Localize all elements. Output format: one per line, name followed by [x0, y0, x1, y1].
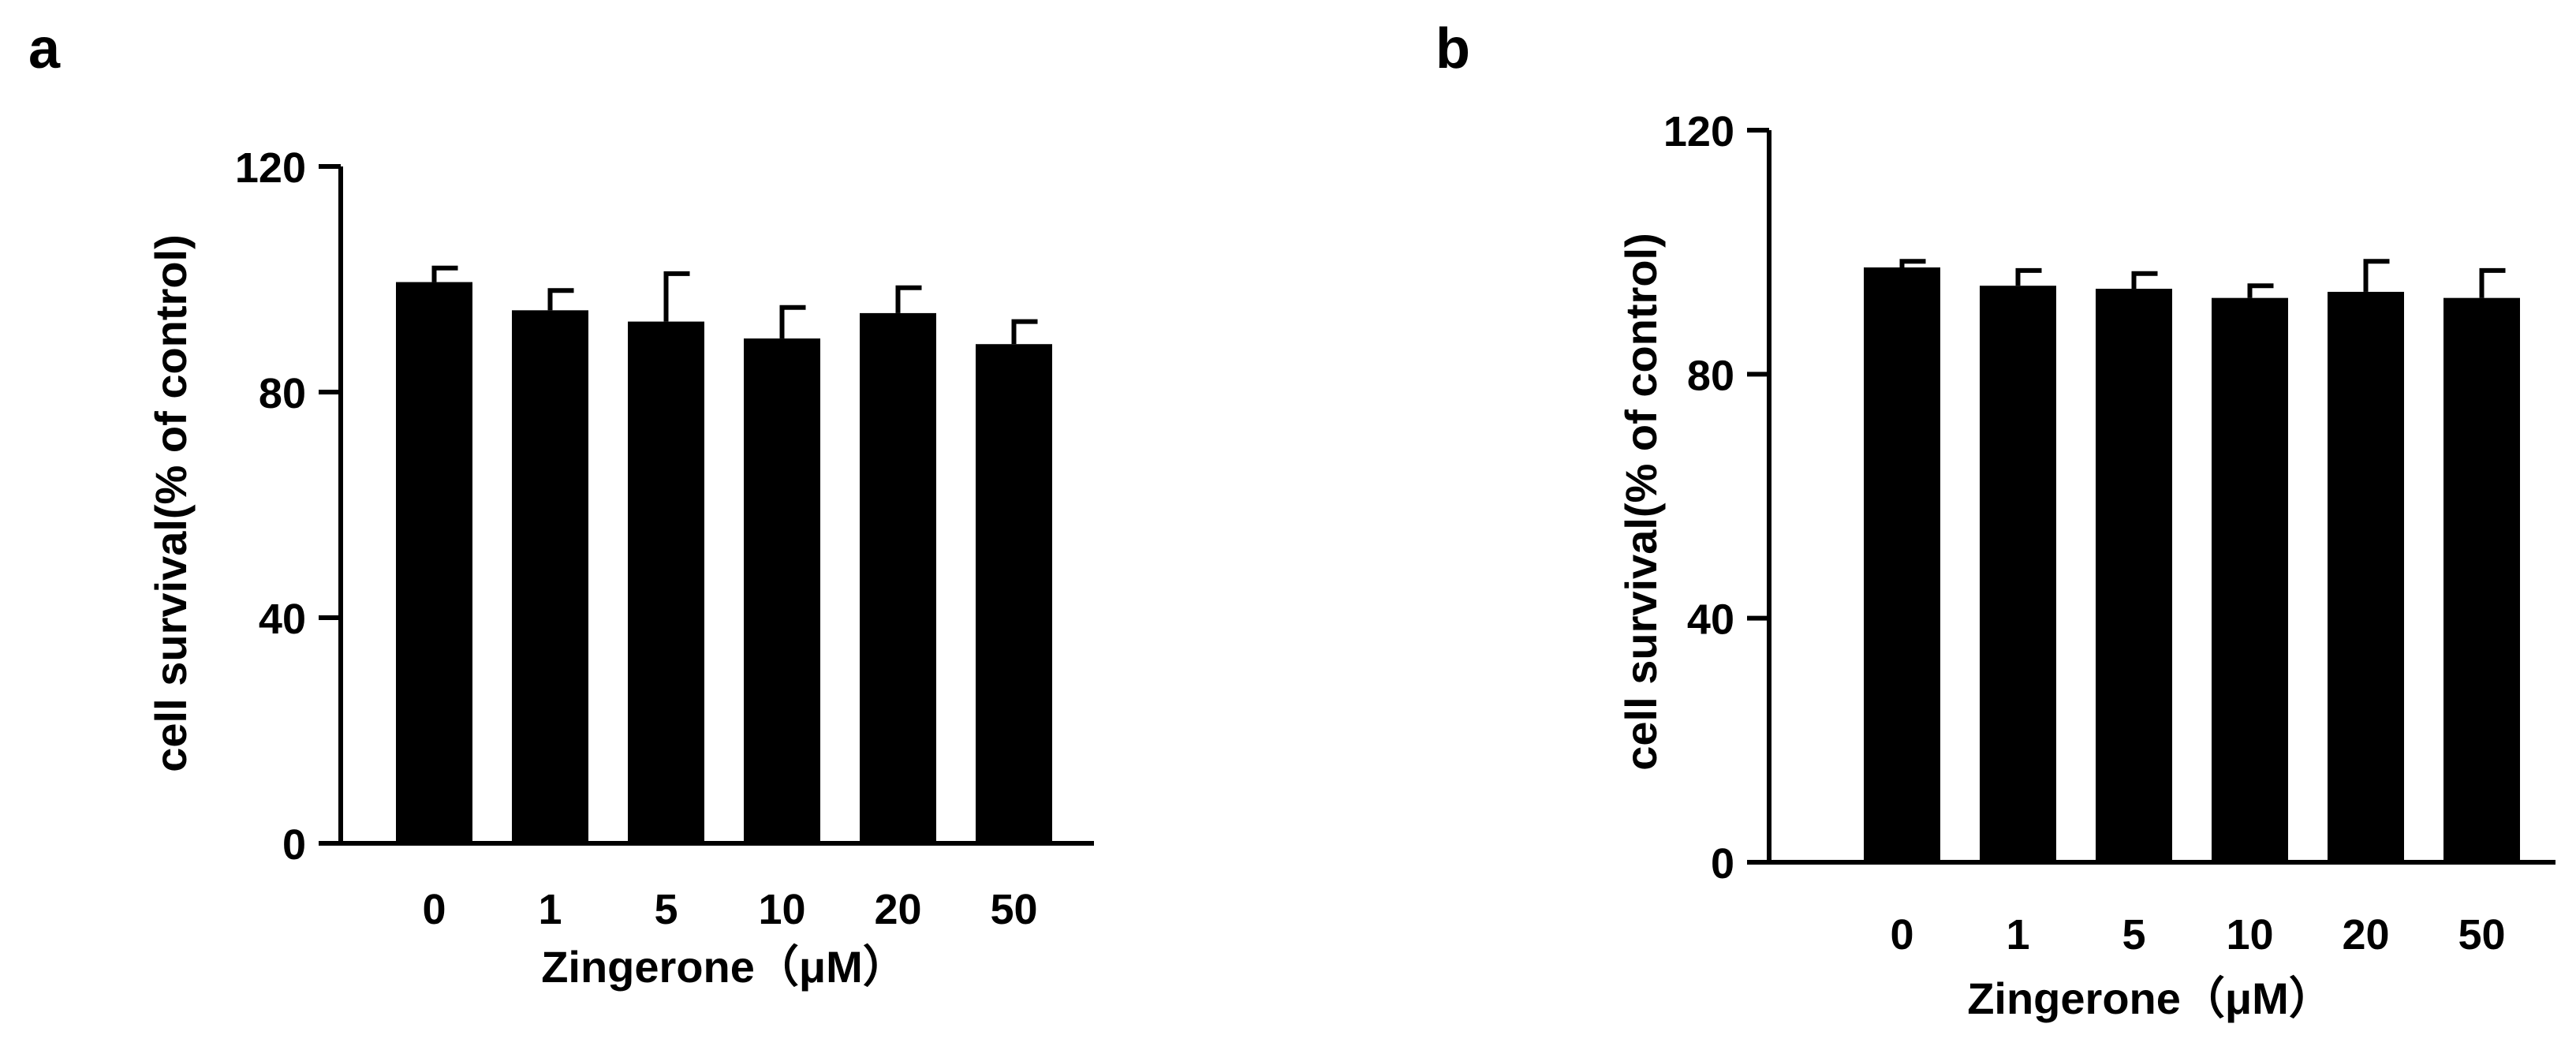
y-axis-title-a: cell survival(% of control)	[146, 234, 196, 772]
x-ticks-a: 0 1 5 10 20 50	[422, 886, 1037, 933]
error-bars-b	[1899, 259, 2506, 298]
error-bars-a	[431, 265, 1038, 345]
x-axis-title-b: Zingerone（μM）	[1967, 973, 2333, 1023]
bar-10	[744, 338, 820, 843]
x-ticks-b: 0 1 5 10 20 50	[1890, 911, 2505, 958]
bar-50	[976, 344, 1052, 844]
y-tick-label: 40	[259, 596, 306, 643]
x-tick-label: 20	[2342, 911, 2389, 958]
bar-1	[512, 310, 588, 843]
y-axis-title-b: cell survival(% of control)	[1616, 233, 1666, 771]
bar-20	[860, 312, 936, 843]
y-tick-label: 40	[1687, 596, 1734, 644]
y-ticks-b: 0 40 80 120	[1663, 108, 1769, 887]
bar-20	[2328, 291, 2404, 862]
bars-a	[396, 282, 1052, 844]
y-ticks-a: 0 40 80 120	[235, 144, 341, 869]
y-tick-label: 80	[1687, 352, 1734, 399]
x-tick-label: 20	[874, 886, 921, 933]
bar-0	[1864, 267, 1940, 862]
y-tick-label: 120	[235, 144, 306, 192]
bars-b	[1864, 267, 2520, 863]
panel-label-b: b	[1435, 17, 1470, 80]
y-tick-label: 120	[1663, 108, 1734, 155]
chart-panel-a: a cell survival(% of control) Zingerone（…	[28, 17, 1094, 992]
x-tick-label: 1	[2006, 911, 2029, 958]
bar-5	[628, 321, 704, 843]
y-tick-label: 80	[259, 370, 306, 417]
x-tick-label: 10	[2226, 911, 2273, 958]
x-tick-label: 10	[758, 886, 805, 933]
chart-panel-b: b cell survival(% of control) Zingerone（…	[1435, 17, 2555, 1023]
panel-label-a: a	[28, 17, 61, 80]
bar-5	[2096, 289, 2172, 863]
x-axis-title-a: Zingerone（μM）	[541, 942, 907, 992]
bar-10	[2212, 297, 2288, 863]
bar-50	[2443, 297, 2520, 863]
x-tick-label: 50	[2458, 911, 2505, 958]
bar-1	[1980, 286, 2056, 862]
x-tick-label: 0	[1890, 911, 1913, 958]
x-tick-label: 1	[538, 886, 562, 933]
x-tick-label: 5	[2122, 911, 2145, 958]
x-tick-label: 0	[422, 886, 446, 933]
x-tick-label: 50	[990, 886, 1037, 933]
y-tick-label: 0	[282, 821, 306, 869]
y-tick-label: 0	[1711, 840, 1734, 887]
bar-0	[396, 282, 472, 843]
x-tick-label: 5	[654, 886, 678, 933]
